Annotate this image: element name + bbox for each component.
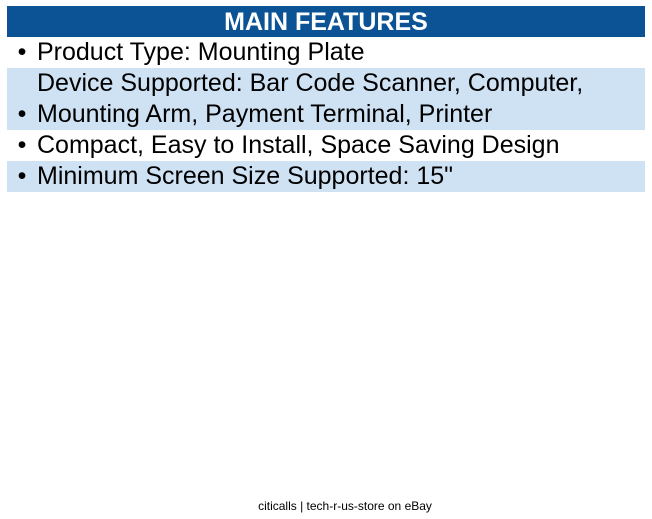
feature-row: • Minimum Screen Size Supported: 15" <box>7 161 645 192</box>
feature-text-line: Device Supported: Bar Code Scanner, Comp… <box>37 69 584 97</box>
bullet: • <box>17 131 27 159</box>
feature-text: Device Supported: Bar Code Scanner, Comp… <box>37 68 645 130</box>
bullet: • <box>17 162 27 190</box>
feature-text: Minimum Screen Size Supported: 15" <box>37 162 454 190</box>
feature-row: • Compact, Easy to Install, Space Saving… <box>7 130 645 161</box>
feature-text: Compact, Easy to Install, Space Saving D… <box>37 131 560 159</box>
feature-text: Product Type: Mounting Plate <box>37 38 365 66</box>
table-header: MAIN FEATURES <box>7 6 645 37</box>
bullet: • <box>17 100 27 128</box>
footer-text: citicalls | tech-r-us-store on eBay <box>258 499 432 513</box>
feature-text-line: Mounting Arm, Payment Terminal, Printer <box>37 100 493 128</box>
feature-row: • Product Type: Mounting Plate <box>7 37 645 68</box>
bullet: • <box>17 38 27 66</box>
feature-row: • Device Supported: Bar Code Scanner, Co… <box>7 68 645 130</box>
main-features-table: MAIN FEATURES • Product Type: Mounting P… <box>7 6 645 192</box>
